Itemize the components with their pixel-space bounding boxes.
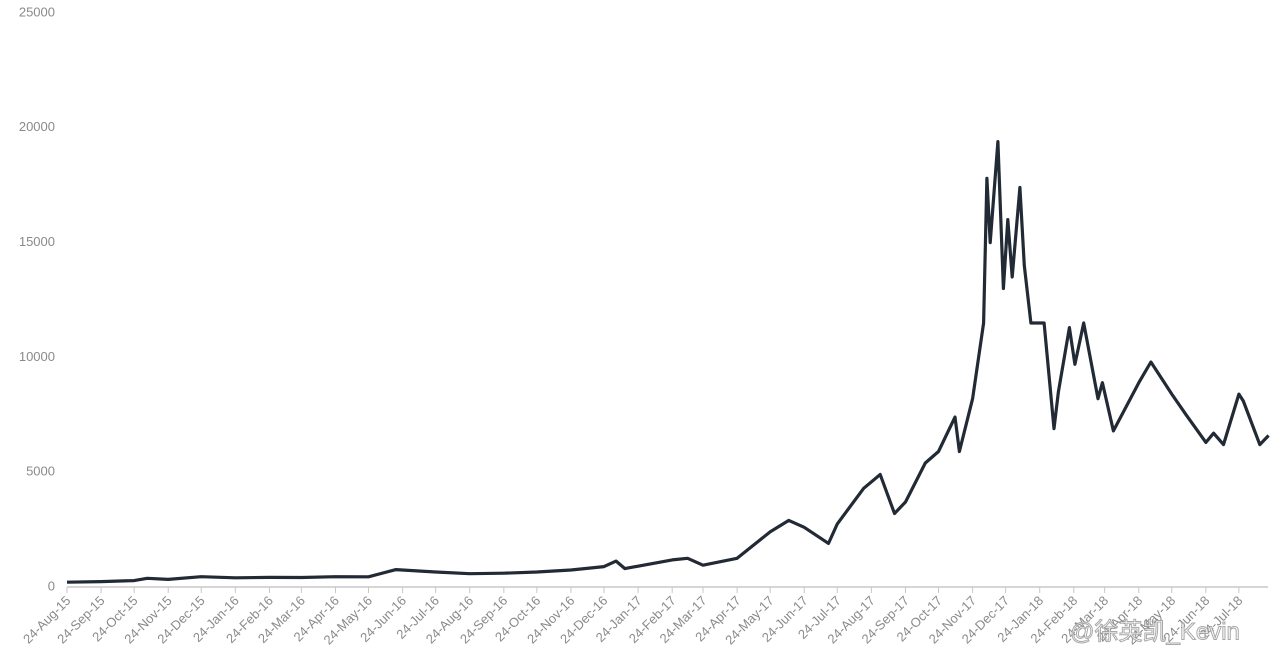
y-tick-label: 25000	[19, 4, 55, 19]
y-tick-label: 15000	[19, 234, 55, 249]
watermark: @徐英凯_Kevin	[1070, 618, 1240, 645]
y-tick-label: 10000	[19, 349, 55, 364]
price-line	[66, 140, 1270, 584]
y-tick-label: 0	[48, 578, 55, 593]
y-tick-label: 20000	[19, 119, 55, 134]
y-tick-label: 5000	[26, 464, 55, 479]
